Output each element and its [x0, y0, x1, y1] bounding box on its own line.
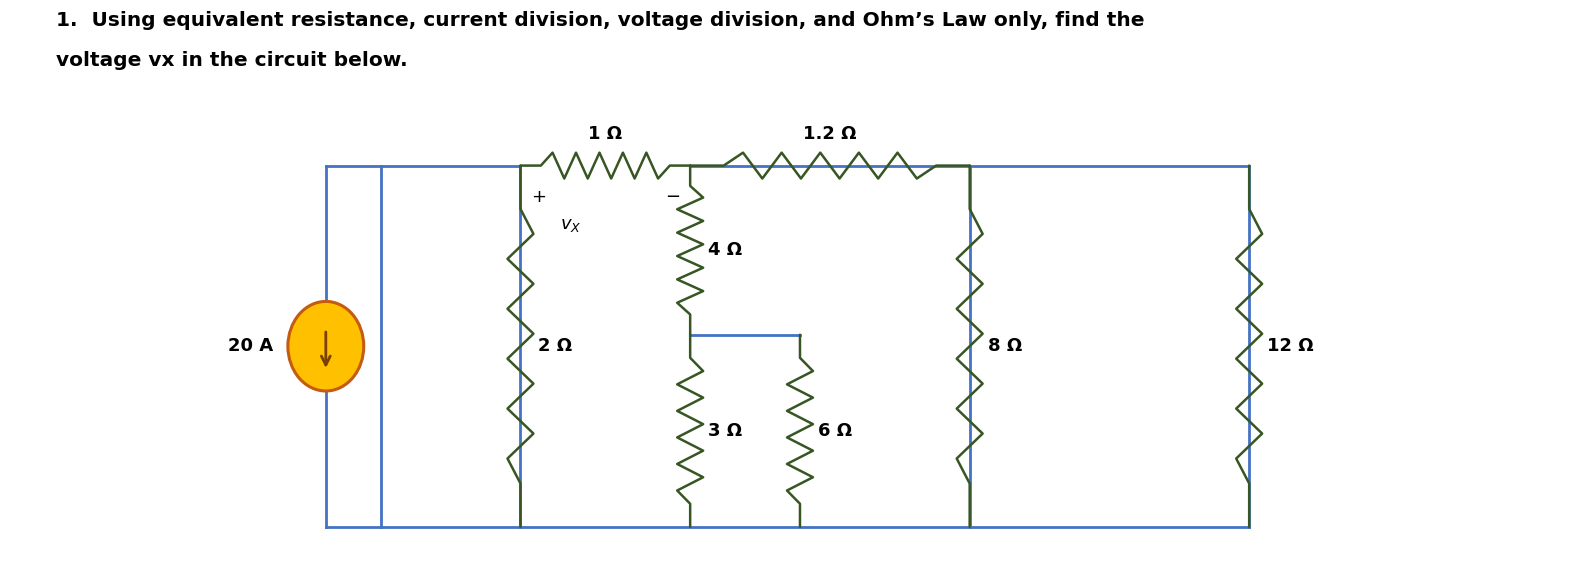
Text: 1.2 Ω: 1.2 Ω — [803, 125, 857, 142]
Text: −: − — [665, 188, 679, 206]
Text: +: + — [531, 188, 545, 206]
Text: 1 Ω: 1 Ω — [588, 125, 623, 142]
Text: 3 Ω: 3 Ω — [707, 422, 742, 440]
Ellipse shape — [288, 301, 363, 391]
Text: 1.  Using equivalent resistance, current division, voltage division, and Ohm’s L: 1. Using equivalent resistance, current … — [57, 11, 1144, 30]
Text: 12 Ω: 12 Ω — [1267, 337, 1314, 355]
Text: 2 Ω: 2 Ω — [539, 337, 572, 355]
Text: $v_X$: $v_X$ — [560, 216, 582, 235]
Text: 6 Ω: 6 Ω — [817, 422, 852, 440]
Text: 4 Ω: 4 Ω — [707, 241, 742, 259]
Text: 20 A: 20 A — [228, 337, 274, 355]
Text: voltage vx in the circuit below.: voltage vx in the circuit below. — [57, 51, 407, 70]
Text: 8 Ω: 8 Ω — [987, 337, 1022, 355]
